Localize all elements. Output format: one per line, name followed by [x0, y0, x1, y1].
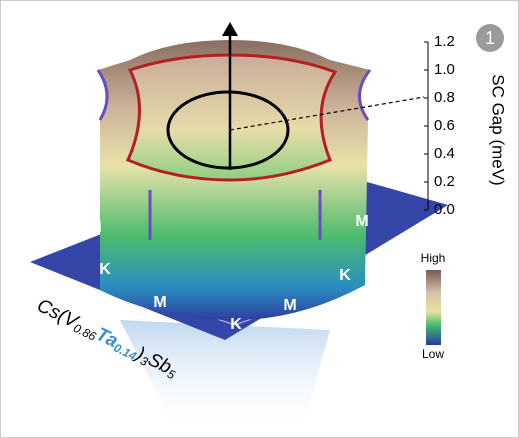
point-label: M [88, 219, 101, 236]
tick-label: 1.2 [434, 33, 455, 50]
tick-label: 0.6 [434, 117, 455, 134]
colorbar-low: Low [422, 347, 444, 361]
tick-label: 0.0 [434, 201, 455, 218]
tick-label: 0.8 [434, 89, 455, 106]
tick-label: 0.2 [434, 173, 455, 190]
red-contour [128, 55, 335, 180]
gap-axis: 1.2 1.0 0.8 0.6 0.4 0.2 0.0 [424, 33, 455, 218]
point-label: M [153, 294, 166, 311]
colorbar [426, 270, 441, 345]
point-label: K [230, 316, 242, 333]
tick-label: 0.4 [434, 145, 455, 162]
axis-label: SC Gap (meV) [489, 74, 508, 185]
arrow-head [222, 22, 238, 36]
point-label: K [339, 267, 351, 284]
tick-label: 1.0 [434, 61, 455, 78]
point-label: K [99, 261, 111, 278]
figure: 1.2 1.0 0.8 0.6 0.4 0.2 0.0 SC Gap (meV) 1 M M… [0, 0, 519, 438]
panel-label: 1 [485, 28, 495, 48]
colorbar-high: High [421, 251, 446, 265]
point-label: M [355, 213, 368, 230]
point-label: M [283, 297, 296, 314]
